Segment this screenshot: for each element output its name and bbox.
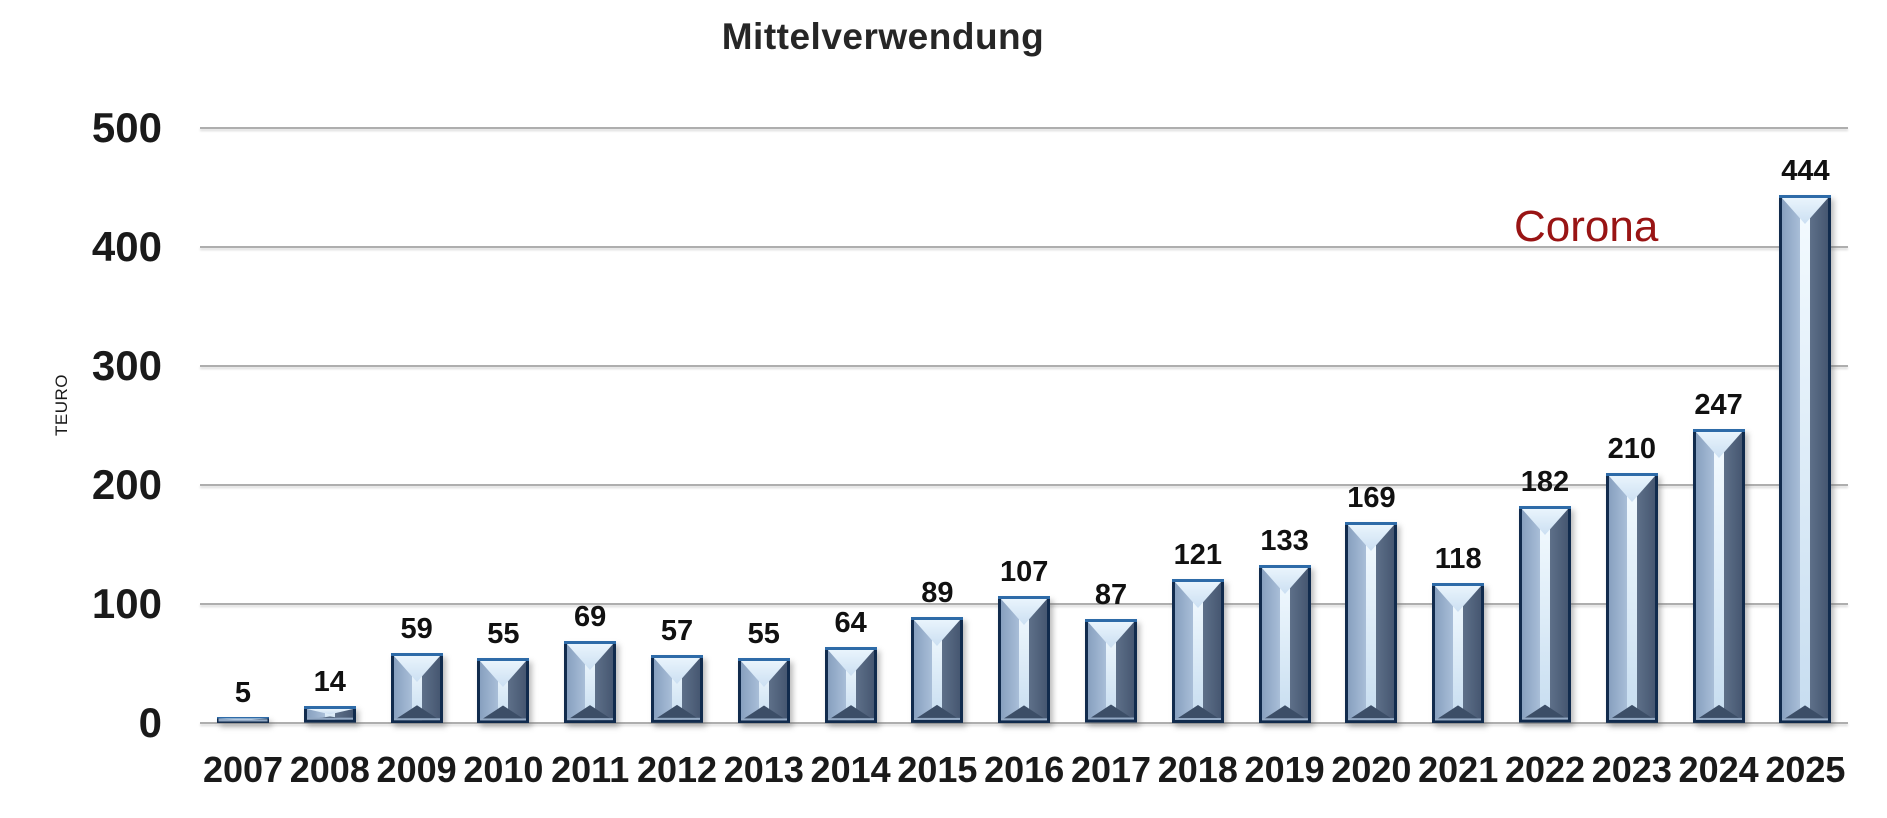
y-tick-label-0: 0 bbox=[138, 699, 162, 746]
y-tick-label-300: 300 bbox=[91, 342, 162, 389]
x-tick-label-2016: 2016 bbox=[984, 749, 1065, 790]
data-label-2023: 210 bbox=[1607, 433, 1656, 466]
corona-annotation: Corona bbox=[1514, 202, 1659, 251]
y-tick-label-100: 100 bbox=[91, 580, 162, 627]
x-tick-label-2008: 2008 bbox=[289, 749, 370, 790]
gridline-500 bbox=[200, 127, 1848, 129]
x-tick-label-2009: 2009 bbox=[376, 749, 457, 790]
data-label-2018: 121 bbox=[1173, 539, 1222, 571]
bar-2013 bbox=[737, 657, 790, 723]
data-label-2020: 169 bbox=[1347, 481, 1396, 514]
gridline-300 bbox=[200, 365, 1848, 367]
data-label-2021: 118 bbox=[1434, 542, 1482, 575]
bar-2024 bbox=[1692, 429, 1745, 723]
bar-2009 bbox=[390, 652, 443, 723]
data-label-2008: 14 bbox=[313, 666, 346, 699]
y-tick-label-400: 400 bbox=[91, 223, 162, 270]
x-tick-label-2007: 2007 bbox=[202, 749, 284, 790]
bar-2008 bbox=[303, 706, 356, 723]
data-label-2025: 444 bbox=[1781, 154, 1830, 187]
x-tick-label-2021: 2021 bbox=[1418, 749, 1499, 790]
x-tick-label-2012: 2012 bbox=[636, 749, 718, 790]
bar-2007 bbox=[217, 717, 269, 723]
data-label-2014: 64 bbox=[834, 606, 867, 639]
x-tick-label-2019: 2019 bbox=[1244, 749, 1325, 790]
bar-2022 bbox=[1519, 506, 1571, 723]
bar-2014 bbox=[824, 646, 877, 723]
x-tick-label-2014: 2014 bbox=[810, 749, 891, 790]
data-label-2010: 55 bbox=[487, 617, 520, 650]
bar-2016 bbox=[998, 595, 1051, 723]
bar-2017 bbox=[1085, 619, 1137, 723]
y-tick-label-500: 500 bbox=[91, 104, 162, 151]
x-tick-label-2017: 2017 bbox=[1070, 749, 1152, 790]
bar-2023 bbox=[1605, 473, 1658, 723]
x-tick-label-2015: 2015 bbox=[897, 749, 978, 790]
bar-2011 bbox=[564, 640, 617, 723]
gridline-0 bbox=[200, 722, 1848, 724]
data-label-2019: 133 bbox=[1260, 524, 1309, 557]
gridline-200 bbox=[200, 484, 1848, 486]
x-tick-label-2025: 2025 bbox=[1765, 749, 1846, 790]
data-label-2011: 69 bbox=[574, 600, 607, 633]
bar-2018 bbox=[1171, 579, 1224, 723]
bar-2010 bbox=[477, 657, 530, 723]
bar-2021 bbox=[1432, 582, 1485, 723]
data-label-2013: 55 bbox=[747, 617, 780, 650]
data-label-2022: 182 bbox=[1520, 466, 1570, 499]
bar-2019 bbox=[1258, 564, 1311, 723]
x-tick-label-2018: 2018 bbox=[1157, 749, 1238, 790]
x-tick-label-2023: 2023 bbox=[1591, 749, 1672, 790]
x-tick-label-2022: 2022 bbox=[1504, 749, 1586, 790]
x-tick-label-2013: 2013 bbox=[723, 749, 804, 790]
x-tick-label-2011: 2011 bbox=[551, 749, 630, 790]
data-label-2016: 107 bbox=[999, 555, 1049, 588]
x-tick-label-2010: 2010 bbox=[463, 749, 544, 790]
data-label-2009: 59 bbox=[400, 612, 433, 645]
gridline-400 bbox=[200, 246, 1848, 248]
x-tick-label-2020: 2020 bbox=[1331, 749, 1412, 790]
x-tick-label-2024: 2024 bbox=[1678, 749, 1759, 790]
data-label-2007: 5 bbox=[234, 677, 252, 710]
chart-title: Mittelverwendung bbox=[721, 16, 1045, 57]
data-label-2017: 87 bbox=[1094, 579, 1128, 612]
bar-2012 bbox=[651, 655, 703, 723]
bar-2020 bbox=[1345, 521, 1398, 723]
bar-2015 bbox=[911, 617, 964, 723]
bar-2025 bbox=[1779, 194, 1832, 723]
y-tick-label-200: 200 bbox=[91, 461, 162, 508]
data-label-2015: 89 bbox=[921, 577, 954, 610]
data-label-2012: 57 bbox=[660, 615, 694, 648]
data-label-2024: 247 bbox=[1694, 389, 1743, 422]
